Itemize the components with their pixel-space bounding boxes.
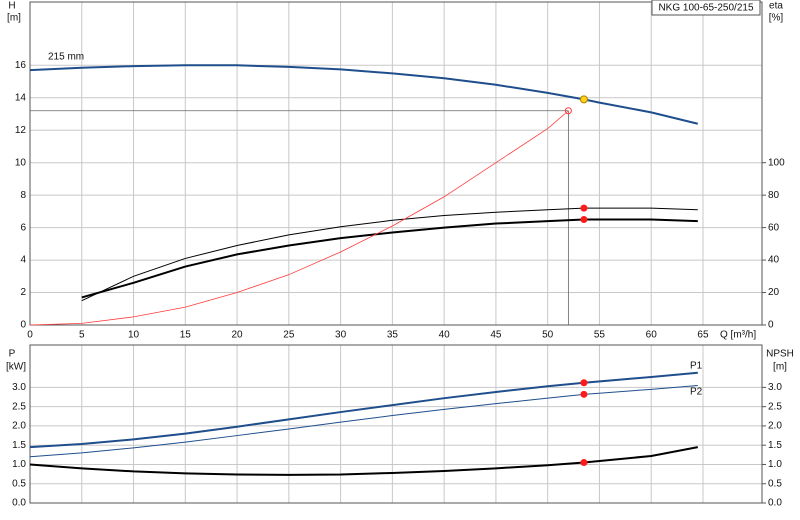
chart-title: NKG 100-65-250/215: [658, 3, 754, 14]
curve: [29, 446, 698, 476]
x-tick-label: 25: [283, 330, 295, 341]
marker: [580, 459, 588, 467]
curve-label: P2: [690, 387, 703, 398]
x-tick-label: 60: [646, 330, 658, 341]
y-tick-label: 1.5: [12, 440, 26, 451]
y2-label: NPSH: [766, 349, 794, 360]
curve: [29, 371, 698, 449]
x-tick-label: 15: [180, 330, 192, 341]
y-tick-label: 0: [20, 320, 26, 331]
y-unit: [kW]: [6, 362, 26, 373]
y-label: P: [9, 349, 16, 360]
curve: [29, 64, 699, 125]
x-tick-label: 45: [490, 330, 502, 341]
x-tick-label: 40: [439, 330, 451, 341]
x-tick-label: 0: [27, 330, 33, 341]
plot-frame: [29, 344, 763, 504]
y-tick-label: 12: [15, 125, 27, 136]
y-label: H: [8, 1, 15, 12]
x-tick-label: 35: [387, 330, 399, 341]
x-label: Q [m³/h]: [720, 330, 756, 341]
x-tick-label: 5: [79, 330, 85, 341]
marker: [580, 379, 588, 387]
y2-tick-label: 0: [768, 320, 774, 331]
title-box: [651, 0, 761, 16]
y2-tick-label: 20: [768, 287, 780, 298]
curve-label: P1: [690, 361, 703, 372]
x-tick-label: 50: [542, 330, 554, 341]
x-tick-label: 30: [335, 330, 347, 341]
y-tick-label: 10: [15, 157, 27, 168]
plot-area: [30, 345, 762, 503]
marker: [579, 95, 588, 104]
y-tick-label: 2.5: [12, 401, 26, 412]
y-tick-label: 0.0: [12, 498, 26, 509]
curve: [29, 384, 698, 458]
y-unit: [m]: [7, 13, 21, 24]
x-tick-label: 10: [128, 330, 140, 341]
y-tick-label: 2.0: [12, 421, 26, 432]
duty-point: [564, 107, 572, 115]
y-tick-label: 2: [20, 287, 26, 298]
y-tick-label: 16: [15, 60, 27, 71]
y2-tick-label: 0.5: [768, 478, 782, 489]
curve: [29, 110, 569, 326]
y2-tick-label: 1.5: [768, 440, 782, 451]
y2-tick-label: 1.0: [768, 459, 782, 470]
x-tick-label: 55: [594, 330, 606, 341]
y2-tick-label: 40: [768, 255, 780, 266]
marker: [580, 215, 588, 223]
marker: [580, 204, 588, 212]
y-tick-label: 6: [20, 222, 26, 233]
y2-tick-label: 80: [768, 190, 780, 201]
plot-frame: [29, 1, 763, 326]
y-tick-label: 1.0: [12, 459, 26, 470]
y2-tick-label: 3.0: [768, 382, 782, 393]
x-tick-label: 65: [697, 330, 709, 341]
marker: [580, 390, 588, 398]
y2-unit: [m]: [773, 362, 787, 373]
y-tick-label: 8: [20, 190, 26, 201]
y2-tick-label: 100: [768, 157, 785, 168]
y2-unit: [%]: [769, 13, 784, 24]
y2-tick-label: 2.0: [768, 421, 782, 432]
y-tick-label: 3.0: [12, 382, 26, 393]
curve-label: 215 mm: [48, 52, 84, 63]
y2-tick-label: 60: [768, 222, 780, 233]
y-tick-label: 4: [20, 255, 26, 266]
y2-tick-label: 0.0: [768, 498, 782, 509]
y-tick-label: 0.5: [12, 478, 26, 489]
y2-tick-label: 2.5: [768, 401, 782, 412]
plot-area: [30, 2, 762, 325]
x-tick-label: 20: [232, 330, 244, 341]
y-tick-label: 14: [15, 92, 27, 103]
y2-label: eta: [769, 1, 783, 12]
